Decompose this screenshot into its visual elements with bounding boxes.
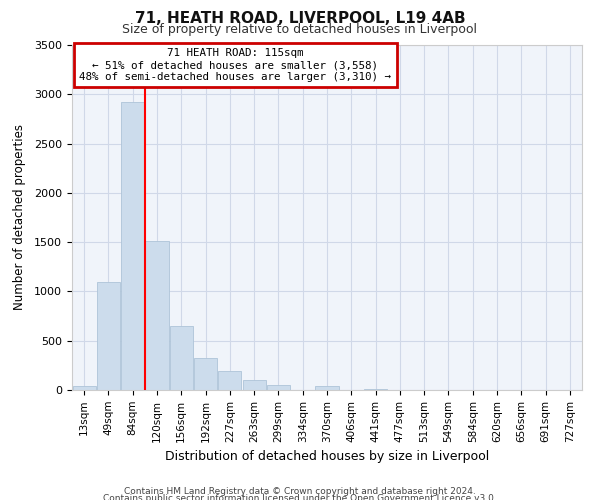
Text: Contains HM Land Registry data © Crown copyright and database right 2024.: Contains HM Land Registry data © Crown c… xyxy=(124,486,476,496)
Text: Size of property relative to detached houses in Liverpool: Size of property relative to detached ho… xyxy=(122,22,478,36)
Text: Contains public sector information licensed under the Open Government Licence v3: Contains public sector information licen… xyxy=(103,494,497,500)
Bar xyxy=(242,380,266,390)
Text: 71, HEATH ROAD, LIVERPOOL, L19 4AB: 71, HEATH ROAD, LIVERPOOL, L19 4AB xyxy=(134,11,466,26)
X-axis label: Distribution of detached houses by size in Liverpool: Distribution of detached houses by size … xyxy=(165,450,489,463)
Text: 71 HEATH ROAD: 115sqm
← 51% of detached houses are smaller (3,558)
48% of semi-d: 71 HEATH ROAD: 115sqm ← 51% of detached … xyxy=(79,48,391,82)
Bar xyxy=(194,358,217,390)
Bar xyxy=(170,326,193,390)
Y-axis label: Number of detached properties: Number of detached properties xyxy=(13,124,26,310)
Bar xyxy=(145,241,169,390)
Bar xyxy=(73,386,95,390)
Bar xyxy=(121,102,144,390)
Bar xyxy=(316,386,338,390)
Bar xyxy=(97,282,120,390)
Bar xyxy=(267,385,290,390)
Bar xyxy=(364,388,387,390)
Bar xyxy=(218,371,241,390)
